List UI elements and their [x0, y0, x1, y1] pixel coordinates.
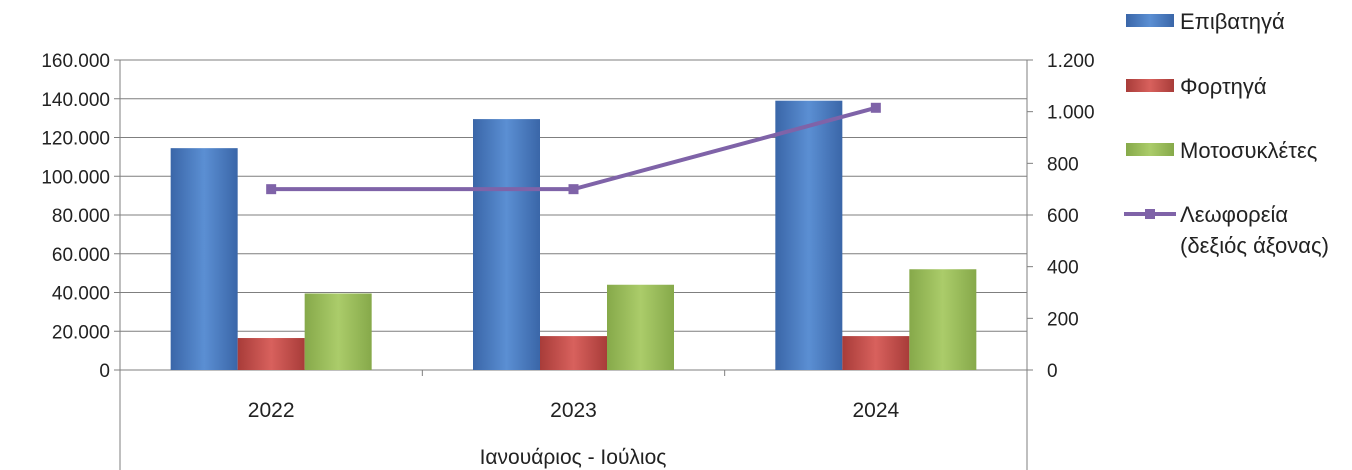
y-right-tick-label: 200	[1047, 309, 1079, 330]
y-right-tick-label: 1.000	[1047, 103, 1095, 124]
x-category-label: 2023	[550, 399, 597, 422]
bar-Επιβατηγά-2024	[775, 100, 843, 370]
y-left-tick-label: 80.000	[52, 206, 110, 227]
y-right-tick-label: 600	[1047, 206, 1079, 227]
legend-label-epivatiga: Επιβατηγά	[1180, 9, 1285, 34]
legend-swatch-leoforeia-marker	[1145, 209, 1155, 219]
bar-Φορτηγά-2023	[540, 336, 607, 370]
legend-label-leoforeia: Λεωφορεία	[1180, 202, 1288, 227]
bar-Μοτοσυκλέτες-2023	[607, 284, 674, 370]
y-right-tick-label: 400	[1047, 258, 1079, 279]
bar-Επιβατηγά-2022	[170, 148, 238, 370]
y-left-tick-label: 20.000	[52, 322, 110, 343]
line-point-Λεωφορεία-2022	[266, 184, 277, 195]
y-right-tick-label: 800	[1047, 154, 1079, 175]
line-point-Λεωφορεία-2023	[568, 184, 579, 195]
y-left-tick-label: 60.000	[52, 245, 110, 266]
y-left-tick-label: 0	[99, 361, 110, 382]
line-point-Λεωφορεία-2024	[870, 102, 881, 113]
bar-Επιβατηγά-2023	[473, 119, 540, 370]
x-axis-title: Ιανουάριος - Ιούλιος	[480, 446, 667, 469]
bars	[170, 100, 977, 370]
bar-Φορτηγά-2024	[842, 336, 910, 370]
bar-Φορτηγά-2022	[237, 338, 305, 370]
y-left-tick-label: 140.000	[41, 90, 110, 111]
legend-label-fortiga: Φορτηγά	[1180, 74, 1267, 99]
x-category-label: 2022	[248, 399, 295, 422]
legend-label-motosikletes: Μοτοσυκλέτες	[1180, 138, 1317, 163]
tick-labels: 0 20.000 40.000 60.000 80.000 100.000 120.000 1…	[41, 51, 1094, 422]
legend-swatch-epivatiga	[1126, 14, 1174, 27]
legend: Επιβατηγά Φορτηγά Μοτοσυκλέτες Λεωφορεία…	[1124, 9, 1329, 258]
y-left-tick-label: 40.000	[52, 284, 110, 305]
legend-label-leoforeia-axis: (δεξιός άξονας)	[1180, 233, 1329, 258]
y-left-tick-label: 120.000	[41, 129, 110, 150]
y-right-tick-label: 1.200	[1047, 51, 1095, 72]
y-left-tick-label: 160.000	[41, 51, 110, 72]
y-left-tick-label: 100.000	[41, 167, 110, 188]
y-right-tick-label: 0	[1047, 361, 1058, 382]
x-category-label: 2024	[852, 399, 899, 422]
legend-swatch-fortiga	[1126, 79, 1174, 92]
legend-swatch-motosikletes	[1126, 143, 1174, 156]
bar-Μοτοσυκλέτες-2022	[304, 293, 372, 370]
line-series	[266, 102, 881, 195]
bar-Μοτοσυκλέτες-2024	[909, 269, 977, 370]
gridlines	[120, 59, 1027, 332]
